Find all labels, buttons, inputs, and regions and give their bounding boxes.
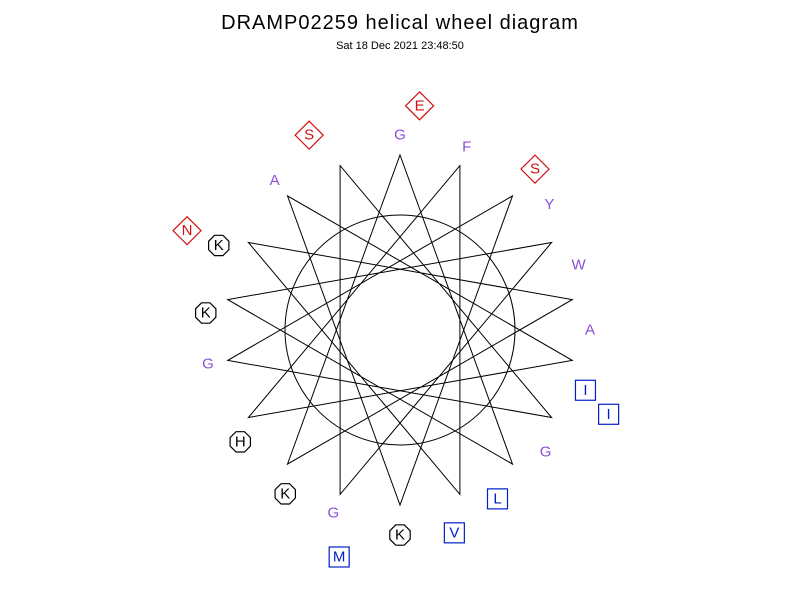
residue-label: N	[182, 222, 193, 239]
residue-label: K	[280, 485, 290, 502]
residue-label: M	[333, 548, 346, 565]
residue-label: W	[571, 257, 586, 274]
residue-label: L	[493, 490, 501, 507]
residue-label: S	[530, 161, 540, 178]
residue-label: A	[585, 322, 595, 339]
residue-label: K	[395, 527, 405, 544]
residue-label: S	[304, 127, 314, 144]
helical-wheel-svg: G F S Y W A I I G L V K M G K H G K K N A S E	[0, 0, 800, 600]
residue-label: H	[235, 433, 246, 450]
residue-label: I	[607, 406, 611, 423]
residue-label: A	[270, 172, 280, 189]
residue-label: E	[415, 97, 425, 114]
residue-label: G	[394, 127, 406, 144]
residue-label: F	[462, 138, 471, 155]
residue-label: G	[202, 355, 214, 372]
residue-label: I	[583, 382, 587, 399]
residue-label: K	[201, 305, 211, 322]
residue-label: G	[540, 444, 552, 461]
residue-label: K	[214, 237, 224, 254]
residue-label: Y	[544, 196, 554, 213]
residue-label: V	[449, 524, 459, 541]
residue-label: G	[327, 505, 339, 522]
